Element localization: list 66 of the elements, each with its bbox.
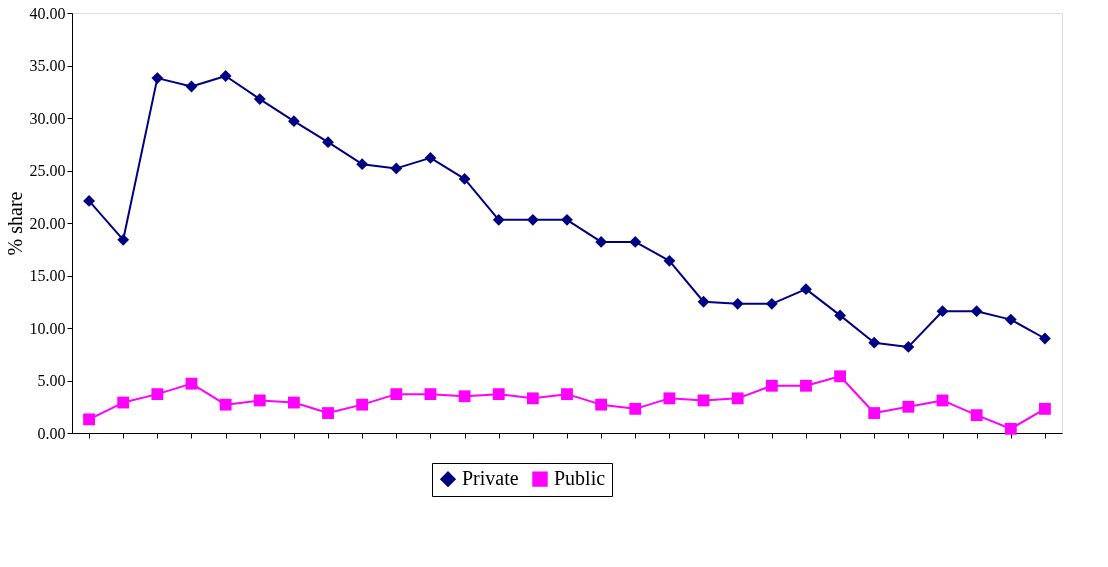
legend-label: Private xyxy=(462,467,519,490)
y-tick-label: 25.00 xyxy=(29,162,66,179)
point xyxy=(83,413,95,426)
point xyxy=(151,388,164,401)
point xyxy=(322,136,334,149)
point xyxy=(526,213,539,226)
point xyxy=(1004,422,1017,435)
point xyxy=(390,388,403,401)
point xyxy=(561,213,573,226)
point xyxy=(663,254,676,267)
point xyxy=(868,407,881,419)
point xyxy=(117,396,130,409)
y-tick-label: 15.00 xyxy=(29,267,66,284)
point xyxy=(1004,313,1017,326)
point xyxy=(492,213,505,226)
point xyxy=(356,158,369,171)
point xyxy=(219,398,232,411)
point xyxy=(151,72,164,85)
point xyxy=(731,392,744,405)
point xyxy=(868,336,881,349)
point xyxy=(800,379,812,392)
point xyxy=(800,283,812,296)
point xyxy=(561,388,573,401)
point xyxy=(595,398,608,411)
point xyxy=(663,392,676,405)
point xyxy=(83,195,95,207)
point xyxy=(117,233,130,246)
point xyxy=(697,295,710,308)
point xyxy=(219,70,232,82)
point xyxy=(424,388,437,401)
point xyxy=(185,377,198,390)
y-tick-label: 40.00 xyxy=(29,4,66,22)
point xyxy=(902,400,915,413)
point xyxy=(1039,332,1051,345)
point xyxy=(390,162,403,175)
y-tick-label: 30.00 xyxy=(29,109,66,127)
point xyxy=(834,309,847,322)
point xyxy=(970,409,983,422)
y-tick-label: 10.00 xyxy=(29,319,66,337)
point xyxy=(765,297,778,310)
y-tick-label: 0.00 xyxy=(37,424,66,442)
legend-label: Public xyxy=(554,467,606,490)
y-tick-label: 35.00 xyxy=(29,57,66,74)
y-axis-title: % share xyxy=(3,191,26,256)
point xyxy=(287,396,300,409)
point xyxy=(731,297,744,310)
point xyxy=(629,402,642,415)
point xyxy=(970,305,983,318)
point xyxy=(834,370,847,383)
point xyxy=(458,390,471,403)
point xyxy=(629,235,642,248)
point xyxy=(765,379,778,392)
point xyxy=(526,392,539,405)
y-tick-label: 5.00 xyxy=(37,372,66,389)
point xyxy=(253,394,266,407)
point xyxy=(902,340,915,353)
point xyxy=(322,407,334,419)
point xyxy=(424,151,437,164)
point xyxy=(458,172,471,185)
point xyxy=(356,398,369,411)
point xyxy=(492,388,505,401)
point xyxy=(287,115,300,128)
point xyxy=(253,93,266,106)
y-tick-label: 20.00 xyxy=(29,214,66,232)
point xyxy=(1039,402,1051,415)
point xyxy=(936,305,949,318)
